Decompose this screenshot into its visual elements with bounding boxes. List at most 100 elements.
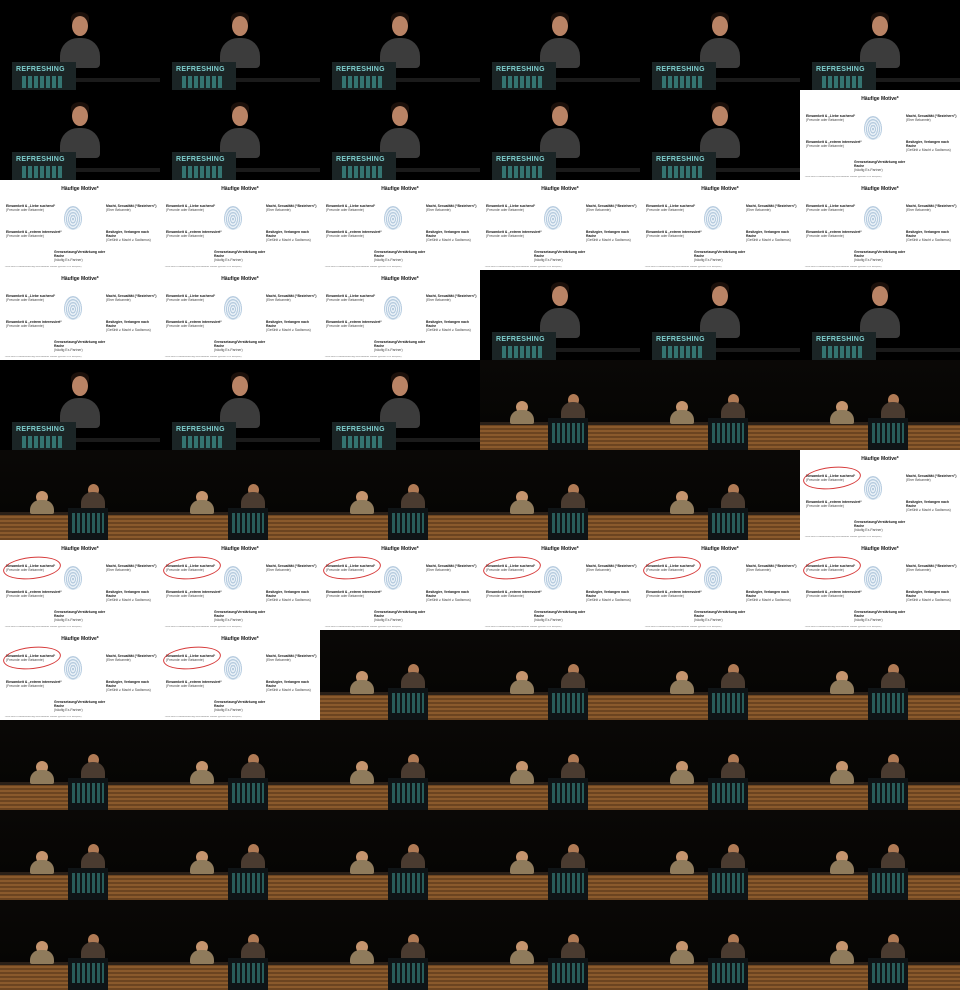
stage-wide-frame: [480, 360, 640, 450]
motive-top-right: Macht, Sexualität (“Beziehern”) (Eher Be…: [426, 564, 480, 572]
motive-top-right: Macht, Sexualität (“Beziehern”) (Eher Be…: [106, 294, 160, 302]
stage-wide-frame: [160, 810, 320, 900]
moderator-body: [670, 860, 694, 874]
red-annotation-circle: [322, 554, 382, 582]
slide-frame: Häufige Motive* Einsamkeit & „Liebe such…: [800, 540, 960, 630]
motive-top-left: Einsamkeit & „Liebe suchend“ (Freunde od…: [806, 204, 862, 212]
moderator-body: [350, 680, 374, 694]
motive-top-right: Macht, Sexualität (“Beziehern”) (Eher Be…: [906, 204, 960, 212]
podium-logo: [872, 423, 904, 443]
stage-table: [396, 438, 480, 442]
red-annotation-circle: [642, 554, 702, 582]
motive-sub: (Gefühlt ≥ Macht ≥ Sadismus): [906, 148, 960, 152]
podium-logo: [232, 783, 264, 803]
motive-bottom-right: Besitzgier, Verlangen nach Rache (Gefühl…: [266, 230, 320, 243]
stage-wide-frame: [640, 450, 800, 540]
stage-table: [396, 168, 480, 172]
slide-title: Häufige Motive*: [800, 546, 960, 552]
motive-sub: (Gefühlt ≥ Macht ≥ Sadismus): [266, 598, 320, 602]
motive-top-right: Macht, Sexualität (“Beziehern”) (Eher Be…: [266, 294, 320, 302]
stage-wide-frame: [800, 810, 960, 900]
stage-wide-frame: [320, 720, 480, 810]
motive-top-right: Macht, Sexualität (“Beziehern”) (Eher Be…: [906, 114, 960, 122]
motive-bottom-right: Besitzgier, Verlangen nach Rache (Gefühl…: [426, 320, 480, 333]
stage-table: [716, 348, 800, 352]
stage-table: [716, 78, 800, 82]
motive-top-left: Einsamkeit & „Liebe suchend“ (Freunde od…: [326, 204, 382, 212]
slide-title: Häufige Motive*: [640, 546, 800, 552]
stage-table: [236, 438, 320, 442]
motive-sub: (Gefühlt ≥ Macht ≥ Sadismus): [586, 238, 640, 242]
moderator-body: [350, 860, 374, 874]
motive-bottom-right: Besitzgier, Verlangen nach Rache (Gefühl…: [426, 590, 480, 603]
slide-title: Häufige Motive*: [0, 186, 160, 192]
stage-table: [76, 438, 160, 442]
speaker-closeup-frame: REFRESHING: [800, 0, 960, 90]
stage-table: [556, 78, 640, 82]
fingerprint-icon: [384, 206, 402, 230]
slide-frame: Häufige Motive* Einsamkeit & „Liebe such…: [160, 270, 320, 360]
motive-bottom-right: Besitzgier, Verlangen nach Rache (Gefühl…: [906, 140, 960, 153]
moderator-body: [190, 770, 214, 784]
stage-wide-frame: [160, 450, 320, 540]
podium-logo: [872, 963, 904, 983]
stage-table: [236, 78, 320, 82]
motive-bottom-right: Besitzgier, Verlangen nach Rache (Gefühl…: [906, 590, 960, 603]
moderator-body: [670, 770, 694, 784]
moderator-body: [830, 770, 854, 784]
motive-sub: (häufig Ex-Partner): [534, 258, 594, 262]
podium-text: REFRESHING: [176, 156, 232, 164]
stage-wide-frame: [0, 810, 160, 900]
moderator-body: [670, 500, 694, 514]
slide-frame: Häufige Motive* Einsamkeit & „Liebe such…: [480, 540, 640, 630]
speaker-closeup-frame: REFRESHING: [320, 90, 480, 180]
motive-label: Grenzsetzung/Verstärkung oder Rache: [214, 610, 265, 618]
speaker-head: [232, 106, 248, 126]
motive-top-right: Macht, Sexualität (“Beziehern”) (Eher Be…: [106, 654, 160, 662]
slide-frame: Häufige Motive* Einsamkeit & „Liebe such…: [160, 540, 320, 630]
fingerprint-icon: [864, 476, 882, 500]
speaker-head: [552, 286, 568, 306]
motive-bottom-left: Einsamkeit & „extrem interessiert“ (Freu…: [166, 230, 226, 238]
motive-bottom-right: Besitzgier, Verlangen nach Rache (Gefühl…: [906, 230, 960, 243]
podium-logo: [712, 783, 744, 803]
motive-sub: (Freunde oder Bekannte): [646, 594, 706, 598]
fingerprint-icon: [544, 566, 562, 590]
motive-sub: (Freunde oder Bekannte): [166, 208, 222, 212]
motive-sub: (Freunde oder Bekannte): [806, 144, 866, 148]
slide-title: Häufige Motive*: [320, 186, 480, 192]
slide-footnote: * nach einer Zusammenfassung verschieden…: [324, 266, 474, 268]
motive-bottom-center: Grenzsetzung/Verstärkung oder Rache (häu…: [694, 250, 754, 263]
stage-table: [876, 78, 960, 82]
slide-title: Häufige Motive*: [160, 546, 320, 552]
stage-wide-frame: [320, 630, 480, 720]
slide-title: Häufige Motive*: [320, 276, 480, 282]
motive-label: Besitzgier, Verlangen nach Rache: [586, 590, 629, 598]
slide-title: Häufige Motive*: [0, 276, 160, 282]
podium-logo: [22, 166, 62, 178]
podium-text: REFRESHING: [816, 336, 872, 344]
stage-wide-frame: [320, 450, 480, 540]
moderator-body: [30, 860, 54, 874]
motive-label: Besitzgier, Verlangen nach Rache: [906, 590, 949, 598]
podium-logo: [392, 783, 424, 803]
podium-logo: [392, 513, 424, 533]
motive-bottom-right: Besitzgier, Verlangen nach Rache (Gefühl…: [746, 230, 800, 243]
motive-bottom-left: Einsamkeit & „extrem interessiert“ (Freu…: [326, 230, 386, 238]
motive-sub: (Eher Bekannte): [266, 658, 320, 662]
slide-title: Häufige Motive*: [160, 276, 320, 282]
motive-label: Grenzsetzung/Verstärkung oder Rache: [854, 250, 905, 258]
slide-footnote: * nach einer Zusammenfassung verschieden…: [4, 356, 154, 358]
motive-bottom-left: Einsamkeit & „extrem interessiert“ (Freu…: [646, 590, 706, 598]
motive-bottom-left: Einsamkeit & „extrem interessiert“ (Freu…: [6, 680, 66, 688]
stage-wide-frame: [640, 720, 800, 810]
motive-sub: (Gefühlt ≥ Macht ≥ Sadismus): [746, 238, 800, 242]
podium-text: REFRESHING: [16, 66, 72, 74]
speaker-head: [72, 16, 88, 36]
moderator-body: [830, 410, 854, 424]
speaker-head: [552, 16, 568, 36]
stage-table: [716, 168, 800, 172]
slide-footnote: * nach einer Zusammenfassung verschieden…: [164, 266, 314, 268]
speaker-head: [712, 106, 728, 126]
motive-bottom-center: Grenzsetzung/Verstärkung oder Rache (häu…: [374, 340, 434, 353]
